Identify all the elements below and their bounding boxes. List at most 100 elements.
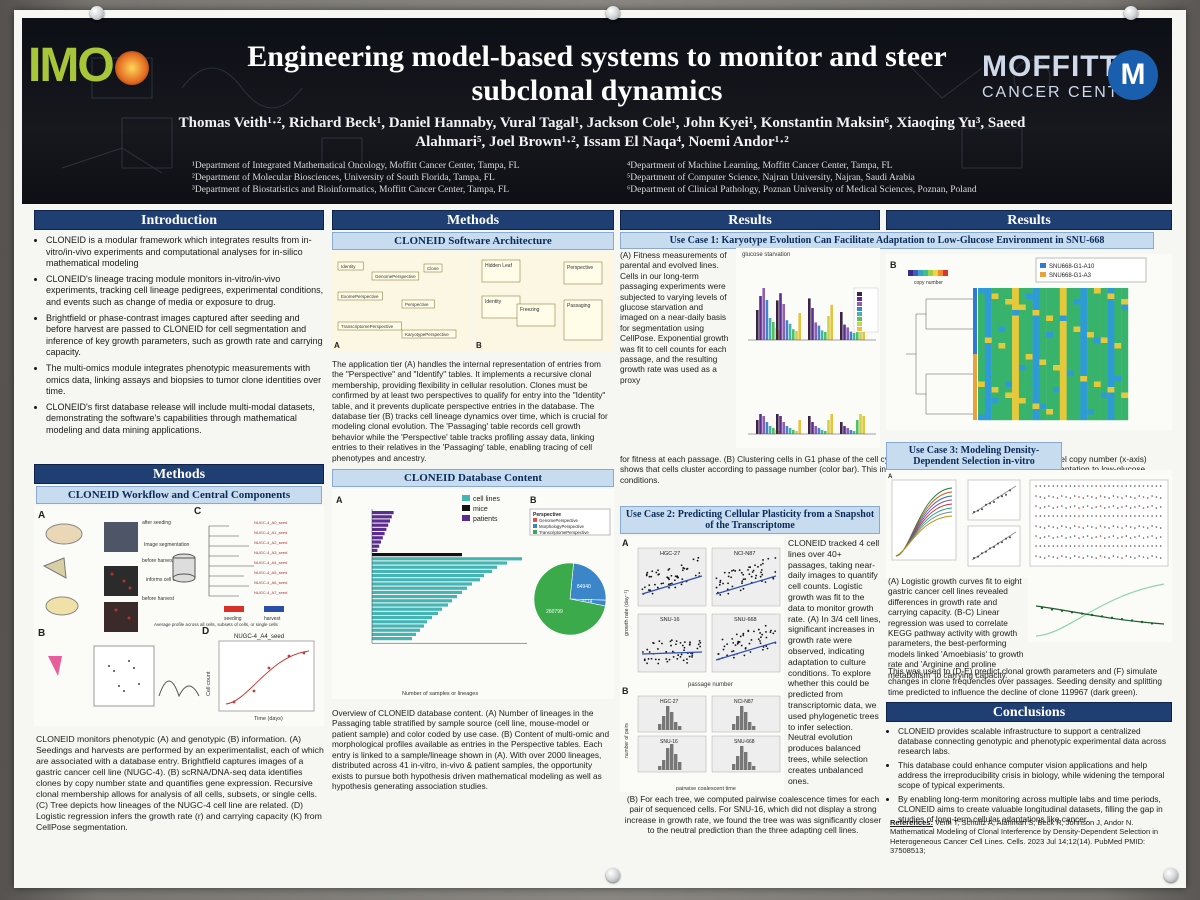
strip-point: [1091, 537, 1093, 539]
scatter-point: [660, 582, 663, 585]
strip-point: [1099, 545, 1102, 547]
heatmap-cell: [1018, 381, 1026, 388]
row-annotation: [973, 321, 977, 327]
heatmap-cell: [978, 343, 986, 349]
scatter-point: [731, 650, 733, 653]
poster-authors: Thomas Veith¹·², Richard Beck¹, Daniel H…: [178, 115, 1026, 150]
heatmap-cell: [984, 337, 992, 344]
heatmap-cell: [1107, 409, 1115, 415]
heatmap-cell: [1005, 343, 1013, 349]
strip-point: [1099, 495, 1102, 497]
scatter-point: [647, 658, 650, 660]
heatmap-cell: [978, 326, 986, 333]
heatmap-cell: [1005, 288, 1013, 294]
strip-point: [1108, 515, 1110, 517]
strip-point: [1129, 496, 1132, 498]
glucose-bar: [776, 414, 779, 434]
heatmap-cell: [998, 370, 1006, 377]
heatmap-cell: [978, 337, 986, 344]
scatter-point: [680, 653, 683, 656]
strip-point: [1078, 485, 1080, 487]
scatter-point: [648, 651, 651, 653]
heatmap-cell: [1114, 288, 1122, 294]
heatmap-cell: [1080, 414, 1088, 421]
heatmap-cell: [1093, 343, 1101, 349]
scatter-point: [731, 637, 734, 640]
clone-frequency-panel: [1029, 479, 1169, 567]
strip-point: [1069, 506, 1072, 508]
glucose-bar: [817, 325, 821, 340]
scatter-point: [679, 655, 682, 658]
heatmap-cell: [1114, 326, 1122, 333]
row-annotation: [973, 288, 977, 294]
heatmap-cell: [978, 403, 986, 410]
scatter-point: [744, 647, 747, 650]
pie-legend: Perspective GenomePerspective Morphology…: [529, 508, 611, 536]
scatter-point: [732, 569, 735, 571]
affiliation: ⁶Department of Clinical Pathology, Pozna…: [627, 185, 977, 195]
heatmap-cell: [1066, 326, 1074, 333]
heatmap-cell: [984, 392, 992, 399]
heatmap-cell: [998, 299, 1006, 305]
heatmap-cell: [1121, 370, 1129, 377]
db-bar: [372, 624, 424, 628]
heatmap-cell: [1107, 337, 1115, 344]
heatmap-cell: [1046, 414, 1054, 421]
glucose-bar: [798, 313, 801, 340]
strip-point: [1035, 545, 1037, 547]
architecture-box: [337, 291, 383, 301]
db-bar: [372, 515, 392, 519]
heatmap-cell: [1032, 414, 1040, 421]
simulation-point: [1120, 618, 1124, 621]
fig-text: NUGC-4_A4_seed: [234, 634, 284, 640]
heatmap-cell: [1012, 348, 1020, 355]
row-annotation: [973, 392, 977, 398]
heatmap-cell: [1025, 288, 1033, 294]
heatmap-cell: [1073, 348, 1081, 355]
heatmap-cell: [1121, 398, 1129, 404]
strip-point: [1082, 485, 1085, 487]
heatmap-cell: [1039, 310, 1047, 316]
strip-point: [1052, 556, 1054, 558]
svg-text:NUGC-4_A1_seed: NUGC-4_A1_seed: [254, 530, 287, 535]
heatmap-cell: [1107, 381, 1115, 388]
heatmap-cell: [1066, 299, 1074, 305]
scatter-point: [740, 571, 743, 574]
fig-label-a: A: [38, 510, 45, 521]
strip-point: [1039, 545, 1042, 547]
db-bar: [372, 599, 452, 603]
column-results-2: Results B copy number SNU668-G1-A10 SNU6…: [886, 210, 1172, 855]
fig-label-b: B: [890, 260, 897, 270]
strip-point: [1138, 515, 1140, 517]
fig-label-b: B: [476, 341, 482, 350]
strip-point: [1142, 515, 1145, 517]
heatmap-cell: [1005, 414, 1013, 421]
results-heading-1: Results: [620, 210, 880, 230]
strip-point: [1138, 505, 1140, 507]
strip-point: [1048, 505, 1050, 507]
histogram-bar: [744, 752, 748, 770]
strip-point: [1104, 496, 1106, 498]
heatmap-cell: [1093, 381, 1101, 388]
heatmap-cell: [1087, 409, 1095, 415]
strip-point: [1086, 535, 1089, 537]
strip-point: [1125, 525, 1128, 527]
scatter-point: [742, 573, 745, 576]
db-bar: [372, 523, 389, 527]
heatmap-cell: [1073, 387, 1081, 393]
heatmap-cell: [998, 381, 1006, 388]
heatmap-cell: [1018, 293, 1026, 300]
heatmap-cell: [1107, 365, 1115, 371]
strip-point: [1151, 505, 1153, 507]
histogram-bar: [662, 760, 666, 770]
strip-point: [1048, 555, 1050, 557]
legend-swatch: [857, 312, 862, 316]
scatter-point: [766, 647, 769, 650]
pushpin: [1124, 6, 1138, 20]
heatmap-cell: [1114, 332, 1122, 338]
legend-swatch: [857, 317, 862, 321]
scatter-point: [683, 646, 686, 649]
simulation-point: [1150, 622, 1154, 625]
heatmap-cell: [1093, 392, 1101, 399]
heatmap-cell: [1080, 409, 1088, 415]
